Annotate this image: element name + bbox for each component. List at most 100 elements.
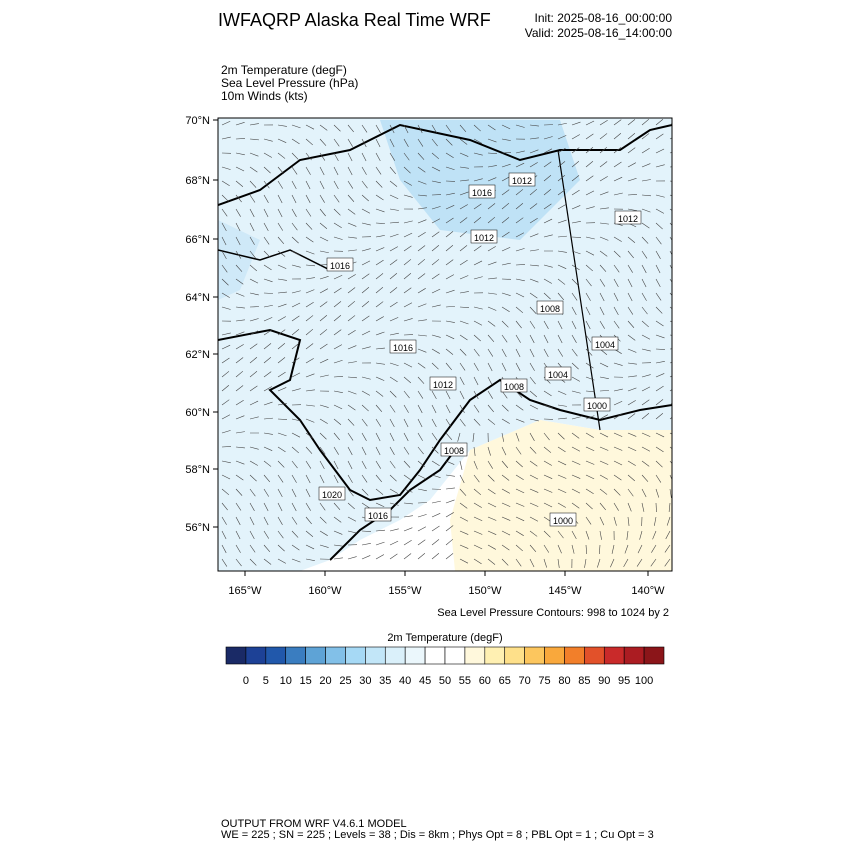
wind-barb xyxy=(571,320,577,330)
wind-barb xyxy=(445,390,451,400)
cool-region xyxy=(218,118,672,571)
wind-barb xyxy=(263,446,273,451)
wind-barb xyxy=(515,446,522,455)
wind-barb xyxy=(557,292,565,301)
wind-barb xyxy=(557,404,567,407)
contour-label-box xyxy=(429,376,457,391)
wind-barb xyxy=(501,202,510,210)
wind-barb xyxy=(389,460,396,469)
wind-barb xyxy=(431,288,441,294)
wind-barb xyxy=(403,152,410,161)
wind-barb xyxy=(529,278,539,283)
colorbar-label: 80 xyxy=(558,675,570,687)
wind-barb xyxy=(501,348,507,358)
wind-barb xyxy=(585,161,594,168)
wind-barb xyxy=(417,219,427,224)
wind-barb xyxy=(305,328,314,336)
wind-barb xyxy=(459,138,468,145)
wind-barb xyxy=(529,137,539,140)
wind-barb xyxy=(361,180,368,189)
wind-barb xyxy=(305,194,311,204)
wind-barb xyxy=(665,530,671,540)
wind-barb xyxy=(487,376,493,386)
wind-barb xyxy=(305,343,314,350)
wind-barb xyxy=(597,558,601,568)
wind-barb xyxy=(417,539,426,546)
wind-barb xyxy=(221,544,227,554)
wind-barb xyxy=(501,247,511,252)
wind-barb xyxy=(655,278,661,288)
wind-barb xyxy=(529,432,535,441)
wind-barb xyxy=(305,289,315,294)
wind-barb xyxy=(403,553,412,560)
wind-barb xyxy=(543,334,549,344)
wind-barb xyxy=(417,376,425,384)
contour-label: 1016 xyxy=(330,261,350,271)
wind-barb xyxy=(431,124,437,133)
wind-barb xyxy=(221,357,230,364)
wind-barb xyxy=(375,460,381,469)
wind-barb xyxy=(636,558,643,567)
wind-barb xyxy=(627,460,636,466)
wind-barb xyxy=(585,292,591,301)
wind-barb xyxy=(431,218,441,224)
wind-barb xyxy=(375,180,383,188)
wind-barb xyxy=(515,502,525,507)
wind-barb xyxy=(347,488,354,497)
wind-barb xyxy=(557,204,566,210)
wind-barb xyxy=(599,474,609,480)
wind-barb xyxy=(403,166,411,174)
wind-barb xyxy=(459,245,468,252)
wind-barb xyxy=(543,488,553,493)
wind-barb xyxy=(669,208,672,211)
wind-barb xyxy=(599,390,609,392)
wind-barb xyxy=(417,166,426,173)
wind-barb xyxy=(263,460,272,467)
wind-barb xyxy=(333,432,340,441)
wind-barb xyxy=(333,274,343,280)
wind-barb xyxy=(361,330,371,336)
wind-barb xyxy=(487,138,497,143)
wind-barb xyxy=(263,278,273,283)
wind-barb xyxy=(627,236,636,243)
wind-barb xyxy=(669,432,672,435)
wind-barb xyxy=(221,460,231,464)
wind-barb xyxy=(599,207,609,210)
wind-barb xyxy=(249,123,259,126)
wind-barb xyxy=(417,460,426,468)
wind-barb xyxy=(543,278,552,284)
wind-barb xyxy=(277,291,287,294)
wind-barb xyxy=(361,260,371,266)
wind-barb xyxy=(571,376,580,382)
wind-barb xyxy=(627,362,637,365)
wind-barb xyxy=(277,208,283,218)
wind-barb xyxy=(235,400,244,406)
wind-barb xyxy=(319,236,329,242)
wind-barb xyxy=(319,418,328,424)
wind-barb xyxy=(557,530,564,539)
wind-barb xyxy=(501,432,505,442)
wind-barb xyxy=(543,530,551,538)
wind-barb xyxy=(333,344,343,350)
wind-barb xyxy=(235,152,245,156)
wind-barb xyxy=(487,246,496,252)
wind-barb xyxy=(669,348,672,350)
wind-barb xyxy=(655,412,664,420)
wind-barb xyxy=(221,292,230,298)
wind-barb xyxy=(361,543,371,546)
warm-region xyxy=(450,420,672,571)
wind-barb xyxy=(529,292,538,299)
wind-barb xyxy=(319,432,327,440)
wind-barb xyxy=(291,290,301,294)
wind-barb xyxy=(263,371,272,378)
wind-barb xyxy=(641,413,650,420)
wind-barb xyxy=(431,390,437,399)
wind-barb xyxy=(515,334,521,343)
wind-barb xyxy=(571,189,580,196)
wind-barb xyxy=(347,556,357,560)
colorbar-label: 65 xyxy=(499,675,511,687)
wind-barb xyxy=(627,147,636,154)
wind-barb xyxy=(403,404,409,413)
lon-label: 160°W xyxy=(308,585,342,597)
wind-barb xyxy=(417,232,426,238)
